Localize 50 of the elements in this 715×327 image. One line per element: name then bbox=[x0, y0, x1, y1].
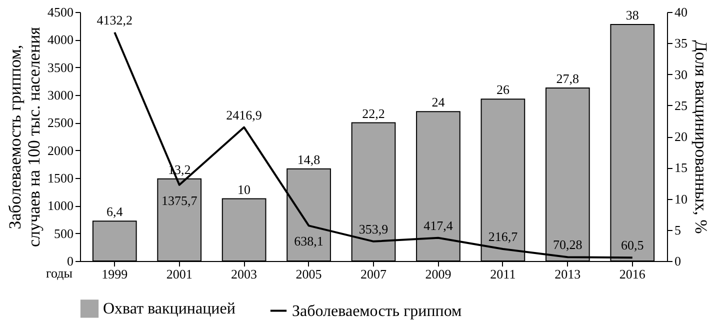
y-tick-label: 4500 bbox=[48, 4, 74, 20]
y2-axis-title: Доля вакцинированных, % bbox=[692, 40, 710, 234]
y-tick-label: 3000 bbox=[48, 88, 74, 102]
data-label: 417,4 bbox=[424, 218, 454, 233]
data-label: 353,9 bbox=[358, 221, 388, 236]
data-label: 1375,7 bbox=[161, 192, 198, 208]
data-label: 14,8 bbox=[297, 152, 320, 167]
y2-tick-label: 30 bbox=[674, 66, 688, 82]
x-tick-label: 2003 bbox=[231, 266, 258, 282]
y-tick-label: 2500 bbox=[48, 115, 74, 130]
data-label: 26 bbox=[496, 82, 510, 98]
y2-tick-label: 25 bbox=[674, 98, 688, 113]
data-label: 2416,9 bbox=[226, 107, 262, 122]
data-label: 60,5 bbox=[621, 238, 644, 253]
y-tick-label: 4000 bbox=[48, 32, 74, 48]
x-tick-label: 2007 bbox=[360, 266, 387, 282]
data-label: 10 bbox=[238, 182, 251, 197]
y-tick-label: 1500 bbox=[48, 170, 74, 186]
data-label: 24 bbox=[432, 94, 446, 110]
x-tick-label: 2005 bbox=[296, 266, 322, 282]
y-tick-label: 0 bbox=[67, 254, 74, 268]
y-axis-title: Заболеваемость гриппом, случаев на 100 тыс. населения bbox=[6, 26, 44, 247]
data-label: 70,28 bbox=[553, 237, 582, 252]
legend-label: Охват вакцинацией bbox=[103, 300, 236, 318]
data-label: 6,4 bbox=[106, 204, 124, 220]
y-tick-label: 3500 bbox=[48, 60, 74, 75]
y-tick-label: 2000 bbox=[48, 142, 74, 158]
y2-tick-label: 40 bbox=[674, 4, 688, 20]
data-label: 22,2 bbox=[362, 106, 385, 121]
x-axis-title: годы bbox=[46, 266, 73, 280]
y2-tick-label: 20 bbox=[674, 129, 688, 144]
data-label: 638,1 bbox=[294, 234, 324, 249]
y2-tick-label: 15 bbox=[674, 160, 688, 176]
y-tick-label: 500 bbox=[54, 226, 74, 241]
x-tick-label: 1999 bbox=[102, 266, 128, 282]
x-tick-label: 2013 bbox=[554, 266, 581, 282]
data-label: 216,7 bbox=[488, 229, 518, 244]
y2-tick-label: 0 bbox=[674, 254, 681, 268]
y2-tick-label: 5 bbox=[674, 222, 681, 238]
data-label: 27,8 bbox=[556, 70, 580, 86]
y2-tick-label: 10 bbox=[674, 191, 688, 206]
data-label: 38 bbox=[626, 7, 639, 22]
x-tick-label: 2011 bbox=[490, 266, 516, 282]
x-tick-label: 2001 bbox=[166, 266, 192, 282]
x-tick-label: 2016 bbox=[619, 266, 646, 282]
data-label: 4132,2 bbox=[96, 12, 132, 28]
x-tick-label: 2009 bbox=[425, 266, 452, 282]
y-tick-label: 1000 bbox=[48, 198, 74, 214]
legend-label: Заболеваемость гриппом bbox=[292, 302, 462, 320]
y2-tick-label: 35 bbox=[674, 36, 688, 51]
